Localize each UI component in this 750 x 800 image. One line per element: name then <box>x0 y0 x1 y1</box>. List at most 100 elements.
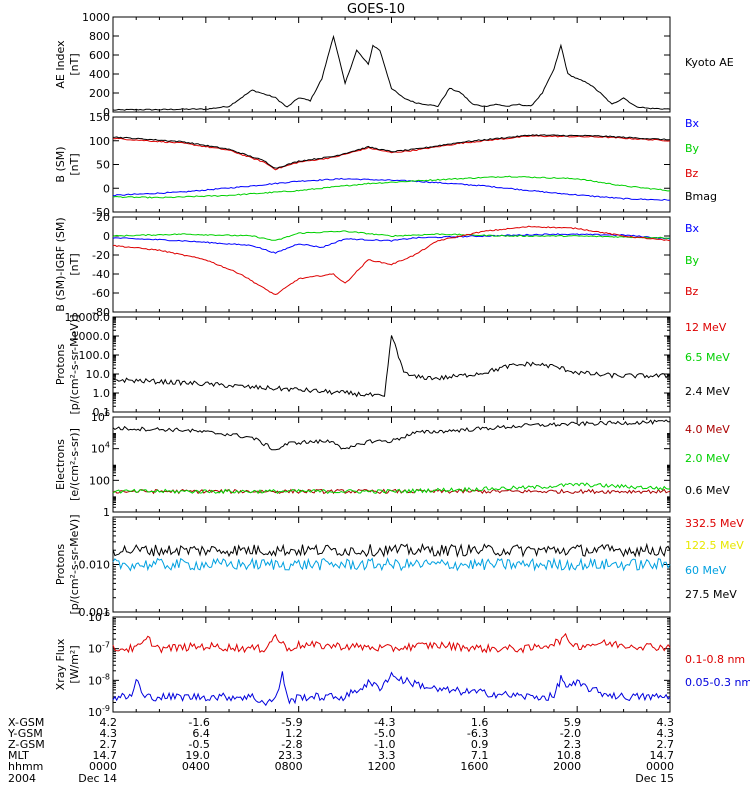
legend-entry: 12 MeV <box>685 321 727 334</box>
series-line <box>112 419 671 451</box>
series-line <box>112 542 671 558</box>
footer-value: 3.3 <box>378 749 396 762</box>
footer-value: -1.0 <box>374 738 395 751</box>
footer-value: 4.3 <box>657 727 675 740</box>
y-axis-label: Protons <box>54 344 67 385</box>
y-tick-label: -60 <box>92 287 110 300</box>
y-tick-label: 104 <box>91 441 110 456</box>
series-line <box>112 671 671 707</box>
footer-row-label: X-GSM <box>8 716 44 729</box>
series-line <box>112 177 671 201</box>
footer-value: -6.3 <box>467 727 488 740</box>
footer-row-label: hhmm <box>8 760 43 773</box>
chart-title: GOES-10 <box>347 2 405 17</box>
series-line <box>112 557 671 572</box>
y-tick-label: 10-8 <box>88 672 110 687</box>
footer-row-label: 2004 <box>8 772 36 785</box>
panel-6: 0.001 0.010 Protons [p/(cm²-s-sr-MeV)] 332.5… <box>54 515 744 620</box>
legend-entry: Bx <box>685 117 700 130</box>
y-axis-label: [nT] <box>68 253 81 275</box>
footer-value: 0.9 <box>471 738 489 751</box>
legend-entry: 0.1-0.8 nm <box>685 653 745 666</box>
legend-entry: 2.4 MeV <box>685 385 730 398</box>
y-tick-label: 10000.0 <box>65 311 111 324</box>
y-axis-label: Xray Flux <box>54 638 67 690</box>
footer-value: 0400 <box>182 760 210 773</box>
legend-entry: Kyoto AE <box>685 56 734 69</box>
footer-value: 2000 <box>553 760 581 773</box>
footer-value: 2.7 <box>100 738 118 751</box>
y-tick-label: 800 <box>89 30 110 43</box>
y-axis-label: Protons <box>54 544 67 585</box>
panel-frame <box>112 116 671 213</box>
footer-value: Dec 15 <box>635 772 674 785</box>
y-tick-label: -20 <box>92 249 110 262</box>
y-tick-label: 10-7 <box>88 641 110 656</box>
footer-value: 1.2 <box>285 727 303 740</box>
legend-entry: 122.5 MeV <box>685 539 744 552</box>
series-line <box>112 175 671 199</box>
y-tick-label: 0 <box>103 182 110 195</box>
panel-4: 0.1 1.0 10.0 100.0 1000.0 10000.0 Protons [p/(c… <box>54 311 730 419</box>
y-tick-label: 0.010 <box>79 559 111 572</box>
y-tick-label: -80 <box>92 306 110 319</box>
series-line <box>112 134 671 169</box>
footer-value: 7.1 <box>471 749 489 762</box>
y-axis-label: AE Index <box>54 40 67 89</box>
footer-value: 0000 <box>646 760 674 773</box>
footer-row-label: Y-GSM <box>7 727 43 740</box>
footer-value: -5.9 <box>281 716 302 729</box>
y-tick-label: 1.0 <box>93 387 111 400</box>
legend-entry: 4.0 MeV <box>685 423 730 436</box>
footer-value: 2.7 <box>657 738 675 751</box>
legend-entry: 0.05-0.3 nm <box>685 676 750 689</box>
series-line <box>112 233 671 254</box>
footer-row-label: MLT <box>8 749 29 762</box>
footer-value: 14.7 <box>650 749 675 762</box>
y-axis-label: Electrons <box>54 439 67 490</box>
footer-value: 0800 <box>275 760 303 773</box>
y-tick-label: 1 <box>103 506 110 519</box>
legend-entry: Bz <box>685 285 699 298</box>
footer-value: 10.8 <box>557 749 582 762</box>
footer-value: -5.0 <box>374 727 395 740</box>
y-tick-label: 1000.0 <box>72 330 111 343</box>
panel-5: 1 100 104 106 Electrons [e/(cm²-s-sr)] 4.0 MeV… <box>54 409 730 519</box>
legend-entry: 0.6 MeV <box>685 484 730 497</box>
y-tick-label: 10.0 <box>86 368 111 381</box>
y-tick-label: 400 <box>89 68 110 81</box>
y-tick-label: 200 <box>89 87 110 100</box>
panel-1: 0 200 400 600 800 1000 AE Index [nT] Kyoto AE <box>54 11 734 119</box>
y-axis-label: [nT] <box>68 53 81 75</box>
legend-entry: 60 MeV <box>685 564 727 577</box>
series-line <box>112 230 671 241</box>
y-tick-label: 0 <box>103 106 110 119</box>
panel-3: -80 -60 -40 -20 0 20 B (SM)-IGRF (SM) [nT] Bx By B… <box>54 211 700 319</box>
series-line <box>112 135 671 171</box>
y-tick-label: 100.0 <box>79 349 111 362</box>
y-tick-label: 50 <box>96 159 110 172</box>
y-tick-label: 100 <box>89 474 110 487</box>
legend-entry: By <box>685 142 700 155</box>
y-tick-label: -50 <box>92 206 110 219</box>
y-axis-label: [nT] <box>68 153 81 175</box>
footer-value: 2.3 <box>564 738 582 751</box>
series-line <box>112 482 671 495</box>
y-axis-label: [W/m²] <box>68 645 81 683</box>
y-tick-label: 0.001 <box>79 606 111 619</box>
y-tick-label: 10-6 <box>88 609 110 624</box>
y-tick-label: 0 <box>103 230 110 243</box>
footer-value: 14.7 <box>93 749 118 762</box>
legend-entry: Bz <box>685 167 699 180</box>
footer-value: 6.4 <box>192 727 210 740</box>
footer-value: -4.3 <box>374 716 395 729</box>
y-axis-label: [p/(cm²-s-sr-MeV)] <box>68 315 81 415</box>
series-line <box>112 632 671 654</box>
footer-value: -1.6 <box>188 716 209 729</box>
y-axis-label: B (SM) <box>54 146 67 182</box>
legend-entry: 2.0 MeV <box>685 452 730 465</box>
y-tick-label: 1000 <box>82 11 110 24</box>
legend-entry: 27.5 MeV <box>685 588 737 601</box>
footer-value: -0.5 <box>188 738 209 751</box>
